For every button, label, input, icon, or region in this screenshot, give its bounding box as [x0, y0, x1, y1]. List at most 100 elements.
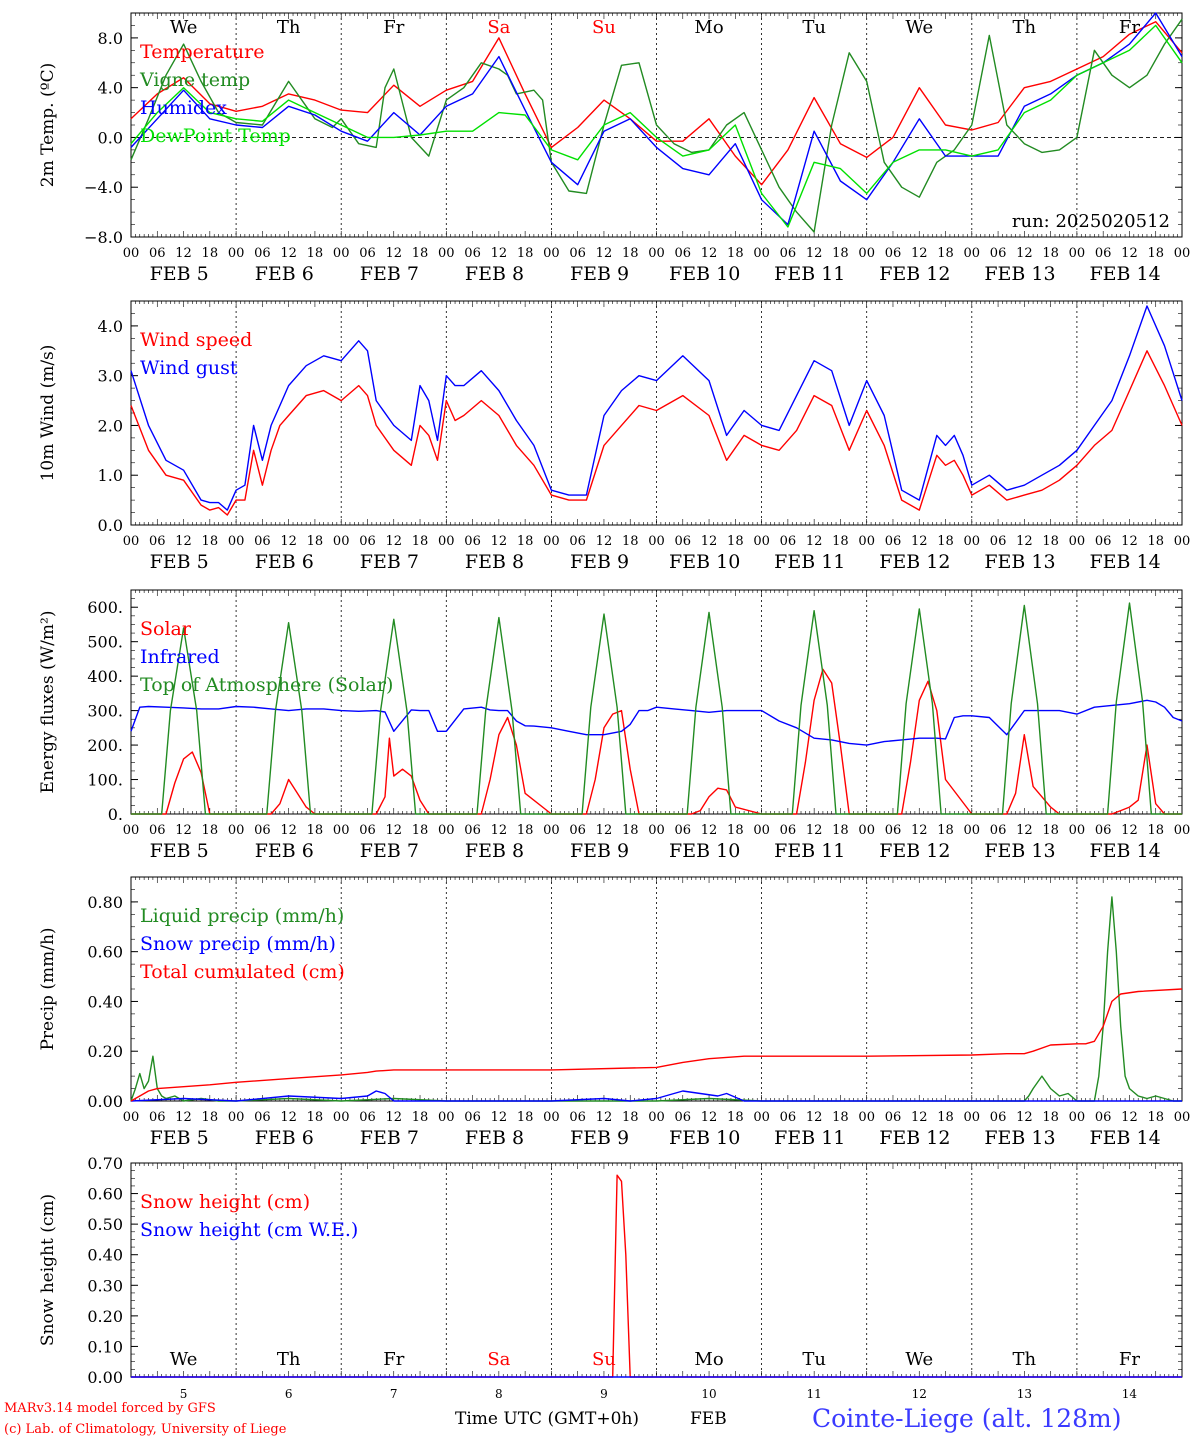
hour-tick-label: 12 — [175, 823, 192, 838]
hour-tick-label: 18 — [937, 823, 954, 838]
day-name-label: Fr — [1119, 1349, 1140, 1370]
date-label: FEB 7 — [360, 551, 419, 573]
hour-tick-label: 00 — [858, 1110, 875, 1125]
hour-tick-label: 00 — [123, 823, 140, 838]
hour-tick-label: 06 — [1095, 246, 1112, 261]
date-label: FEB 8 — [465, 263, 524, 285]
hour-tick-label: 00 — [228, 823, 245, 838]
hour-tick-label: 12 — [175, 1110, 192, 1125]
hour-tick-label: 06 — [149, 534, 166, 549]
hour-tick-label: 18 — [727, 1110, 744, 1125]
y-tick-label: 500. — [87, 633, 123, 652]
legend-liquid-precip-mm-h: Liquid precip (mm/h) — [140, 905, 344, 927]
legend-solar: Solar — [140, 618, 192, 640]
hour-tick-label: 12 — [701, 1110, 718, 1125]
hour-tick-label: 00 — [228, 1110, 245, 1125]
legend-temperature: Temperature — [140, 41, 264, 63]
hour-tick-label: 18 — [307, 1110, 324, 1125]
y-tick-label: 0.40 — [87, 1246, 123, 1265]
hour-tick-label: 06 — [990, 1110, 1007, 1125]
hour-tick-label: 12 — [491, 534, 508, 549]
hour-tick-label: 06 — [780, 1110, 797, 1125]
hour-tick-label: 06 — [464, 246, 481, 261]
hour-tick-label: 06 — [569, 823, 586, 838]
panel-precip: 0.00 0.20 0.40 0.60 0.80 Precip (mm/h) Liquid … — [38, 876, 1190, 1149]
hour-tick-label: 12 — [491, 1110, 508, 1125]
hour-tick-label: 00 — [964, 534, 981, 549]
hour-tick-label: 00 — [123, 534, 140, 549]
hour-tick-label: 12 — [806, 823, 823, 838]
hour-tick-label: 18 — [1147, 534, 1164, 549]
day-name-label: Fr — [383, 1349, 404, 1370]
series-temperature — [130, 21, 1183, 186]
y-tick-label: 3.0 — [98, 367, 123, 386]
y-tick-label: 0.70 — [87, 1154, 123, 1173]
day-name-label: Mo — [694, 17, 723, 38]
hour-tick-label: 06 — [569, 534, 586, 549]
hour-tick-label: 06 — [780, 534, 797, 549]
hour-tick-label: 18 — [517, 1110, 534, 1125]
hour-tick-label: 06 — [254, 1110, 271, 1125]
hour-tick-label: 18 — [727, 246, 744, 261]
y-tick-label: 8.0 — [98, 29, 123, 48]
hour-tick-label: 12 — [596, 534, 613, 549]
y-tick-label: 0.10 — [87, 1337, 123, 1356]
day-name-label: Th — [277, 17, 301, 38]
day-number-label: 5 — [180, 1387, 188, 1401]
date-label: FEB 10 — [669, 840, 740, 862]
hour-tick-label: 00 — [438, 1110, 455, 1125]
legend-wind-gust: Wind gust — [140, 357, 238, 379]
x-axis-month: FEB — [690, 1409, 727, 1429]
legend-infrared: Infrared — [140, 646, 220, 668]
y-tick-label: 0.60 — [87, 1185, 123, 1204]
y-tick-label: 600. — [87, 598, 123, 617]
hour-tick-label: 18 — [1147, 1110, 1164, 1125]
day-number-label: 13 — [1017, 1387, 1032, 1401]
y-tick-label: 100. — [87, 771, 123, 790]
hour-tick-label: 12 — [596, 823, 613, 838]
hour-tick-label: 00 — [333, 246, 350, 261]
y-axis-label: 10m Wind (m/s) — [38, 345, 58, 482]
hour-tick-label: 18 — [622, 246, 639, 261]
day-name-label: Fr — [1119, 17, 1140, 38]
day-name-label: Su — [592, 1349, 616, 1370]
y-tick-label: 0.20 — [87, 1042, 123, 1061]
y-tick-label: 0.40 — [87, 992, 123, 1011]
hour-tick-label: 12 — [175, 246, 192, 261]
day-name-label: We — [170, 17, 198, 38]
day-name-label: We — [905, 1349, 933, 1370]
hour-tick-label: 12 — [1121, 823, 1138, 838]
hour-tick-label: 00 — [1069, 1110, 1086, 1125]
series-vigne-temp — [130, 18, 1183, 233]
hour-tick-label: 18 — [1042, 246, 1059, 261]
hour-tick-label: 00 — [333, 1110, 350, 1125]
hour-tick-label: 12 — [491, 246, 508, 261]
y-tick-label: 4.0 — [98, 79, 123, 98]
date-label: FEB 13 — [984, 551, 1055, 573]
hour-tick-label: 18 — [622, 1110, 639, 1125]
y-axis-label: Snow height (cm) — [38, 1194, 58, 1346]
hour-tick-label: 12 — [1016, 246, 1033, 261]
date-label: FEB 14 — [1089, 551, 1160, 573]
hour-tick-label: 06 — [885, 1110, 902, 1125]
legend-snow-height-cm-w-e: Snow height (cm W.E.) — [140, 1219, 358, 1241]
day-number-label: 7 — [390, 1387, 398, 1401]
hour-tick-label: 18 — [1147, 823, 1164, 838]
hour-tick-label: 18 — [832, 823, 849, 838]
hour-tick-label: 12 — [1016, 534, 1033, 549]
date-label: FEB 5 — [150, 840, 209, 862]
date-label: FEB 10 — [669, 551, 740, 573]
y-axis-label: Precip (mm/h) — [38, 927, 58, 1050]
hour-tick-label: 06 — [885, 823, 902, 838]
x-axis-label: Time UTC (GMT+0h) — [455, 1409, 639, 1429]
hour-tick-label: 00 — [1174, 823, 1191, 838]
hour-tick-label: 06 — [1095, 823, 1112, 838]
hour-tick-label: 12 — [911, 1110, 928, 1125]
date-label: FEB 6 — [255, 840, 314, 862]
date-label: FEB 9 — [570, 263, 629, 285]
hour-tick-label: 18 — [832, 246, 849, 261]
hour-tick-label: 00 — [648, 246, 665, 261]
hour-tick-label: 12 — [701, 246, 718, 261]
